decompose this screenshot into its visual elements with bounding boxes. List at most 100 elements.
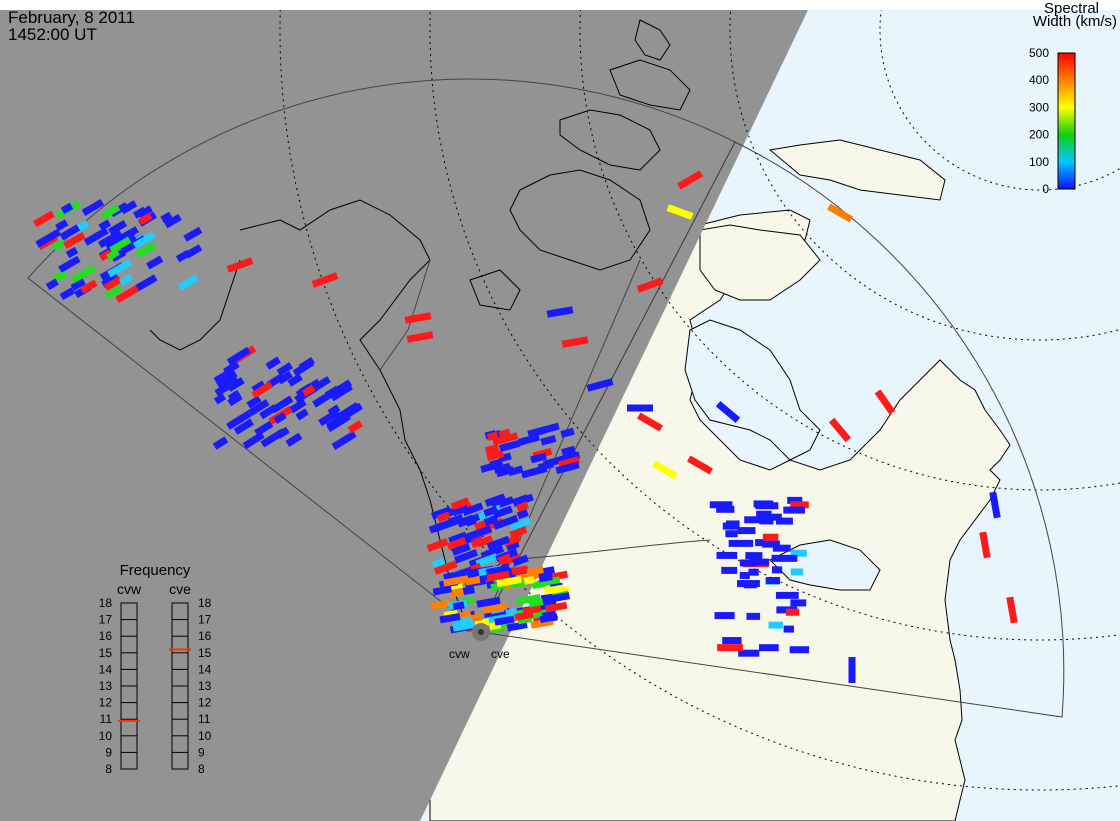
- backscatter-cell: [495, 466, 515, 478]
- backscatter-cell: [790, 568, 804, 576]
- backscatter-cell: [544, 601, 568, 613]
- radar-cve-label: cve: [491, 647, 510, 661]
- backscatter-cell: [476, 596, 501, 608]
- backscatter-cell: [452, 601, 465, 611]
- backscatter-cell: [497, 553, 512, 565]
- backscatter-cell: [739, 572, 750, 580]
- backscatter-cell: [775, 591, 799, 599]
- frequency-scale-label: 12: [198, 696, 212, 710]
- backscatter-cell: [537, 576, 561, 588]
- backscatter-cell: [483, 505, 499, 517]
- backscatter-cell: [789, 646, 810, 654]
- backscatter-cell: [494, 615, 515, 626]
- backscatter-cell: [714, 612, 735, 620]
- backscatter-cell: [226, 410, 252, 430]
- backscatter-cell: [70, 278, 86, 292]
- backscatter-cell: [538, 573, 553, 583]
- backscatter-cell: [104, 284, 123, 300]
- backscatter-cell: [433, 560, 458, 575]
- colorbar-tick-labels: 0 100 200 300 400 500: [1029, 46, 1049, 196]
- backscatter-cell: [509, 526, 528, 539]
- backscatter-cell: [755, 502, 779, 510]
- backscatter-cell: [716, 551, 738, 559]
- backscatter-cell: [483, 514, 499, 526]
- backscatter-cell: [213, 393, 227, 405]
- backscatter-cell: [709, 501, 733, 509]
- backscatter-cell: [324, 385, 340, 399]
- frequency-panel: Frequency cvw cve 1817161514131211109818…: [99, 562, 212, 776]
- backscatter-cell: [541, 610, 557, 620]
- backscatter-cell: [454, 504, 469, 516]
- backscatter-cell: [498, 496, 515, 508]
- backscatter-cell: [543, 584, 564, 595]
- backscatter-cell: [133, 274, 158, 293]
- backscatter-cell: [506, 621, 528, 632]
- backscatter-cell: [223, 360, 240, 375]
- coastlines-night: [149, 19, 691, 641]
- colorbar-title-line1: Spectral: [1044, 0, 1099, 17]
- backscatter-cell: [523, 576, 535, 585]
- backscatter-cell: [586, 378, 614, 392]
- backscatter-cell: [528, 598, 544, 608]
- backscatter-cell: [254, 420, 274, 437]
- latitude-circles: [279, 10, 1120, 791]
- backscatter-cell: [451, 543, 471, 556]
- backscatter-cell: [439, 612, 461, 624]
- backscatter-cell: [251, 380, 266, 394]
- backscatter-cell: [466, 525, 492, 541]
- colorbar-tick-label: 100: [1029, 155, 1049, 169]
- backscatter-cell: [486, 570, 510, 582]
- hudson-bay-water: [684, 319, 821, 461]
- backscatter-cell: [227, 389, 242, 402]
- radar-site-center: [478, 629, 484, 635]
- frequency-scale-label: 18: [99, 596, 113, 610]
- frequency-scale-label: 18: [198, 596, 212, 610]
- backscatter-cell: [716, 505, 735, 513]
- frequency-scales: 18 17 16 15 14 13 12 11 10 9 8 18 17 16 15 14 13 12 11 10 9 8: [99, 596, 212, 776]
- backscatter-cell: [448, 588, 465, 598]
- frequency-scale-label: 16: [198, 629, 212, 643]
- backscatter-cell: [430, 599, 452, 610]
- backscatter-cell: [59, 287, 75, 301]
- baffin-island-land: [699, 224, 821, 301]
- colorbar-tick-label: 0: [1042, 182, 1049, 196]
- backscatter-cell: [759, 517, 774, 525]
- colorbar-tick-label: 300: [1029, 100, 1049, 114]
- backscatter-cell: [528, 427, 545, 438]
- backscatter-cell: [454, 549, 479, 564]
- backscatter-cell: [744, 516, 763, 524]
- backscatter-cell: [287, 373, 303, 387]
- backscatter-cell: [484, 493, 506, 507]
- backscatter-cell: [515, 593, 541, 606]
- backscatter-cell: [109, 236, 132, 254]
- backscatter-cell: [561, 445, 576, 457]
- backscatter-cell: [259, 404, 278, 420]
- backscatter-cell: [771, 566, 783, 574]
- backscatter-cell: [540, 435, 557, 446]
- backscatter-cell: [848, 657, 856, 683]
- north-america-land: [429, 209, 1011, 821]
- backscatter-cell: [826, 203, 854, 223]
- backscatter-cell: [518, 433, 540, 446]
- backscatter-cell: [511, 565, 529, 576]
- frequency-scale-label: 17: [198, 613, 212, 627]
- backscatter-cell: [226, 346, 251, 366]
- frequency-scale-label: 15: [99, 646, 113, 660]
- backscatter-cell: [318, 408, 341, 427]
- backscatter-cell: [721, 566, 738, 574]
- backscatter-cell: [135, 241, 157, 259]
- radar-cvw-label: cvw: [449, 647, 470, 661]
- backscatter-cell: [65, 246, 79, 259]
- backscatter-cell: [218, 370, 238, 386]
- backscatter-cell: [32, 210, 55, 228]
- backscatter-cell: [509, 517, 532, 532]
- backscatter-cell: [530, 452, 547, 464]
- backscatter-cell: [295, 408, 309, 421]
- backscatter-cell: [748, 568, 759, 576]
- colorbar-title-line2: Width (km/s): [1033, 13, 1117, 30]
- backscatter-cell: [60, 202, 74, 214]
- backscatter-cell: [492, 432, 519, 446]
- backscatter-cell: [312, 376, 331, 392]
- frequency-scale-label: 15: [198, 646, 212, 660]
- backscatter-cell: [70, 264, 97, 284]
